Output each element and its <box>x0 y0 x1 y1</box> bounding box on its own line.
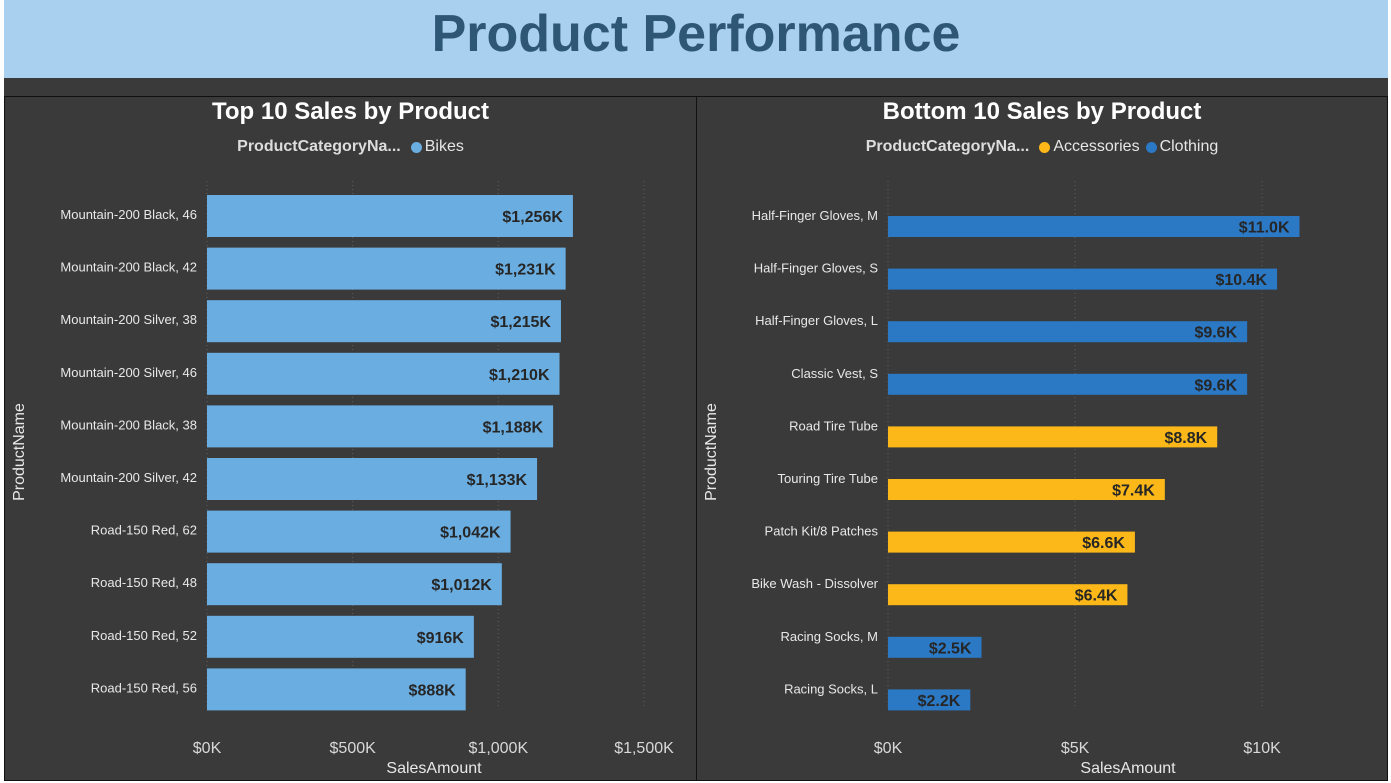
bar <box>207 247 566 290</box>
x-axis-title: SalesAmount <box>386 760 482 777</box>
bottom-sales-bar-chart: Half-Finger Gloves, M $11.0K Half-Finger G… <box>703 181 1300 777</box>
bar <box>888 426 1218 448</box>
data-label: $1,188K <box>483 419 544 436</box>
bar <box>888 531 1135 553</box>
bar <box>888 321 1248 343</box>
x-axis-title: SalesAmount <box>1080 760 1176 777</box>
x-tick-label: $0K <box>874 740 903 757</box>
category-label: Half-Finger Gloves, S <box>754 261 879 276</box>
bottom-chart-legend: ProductCategoryNa... Accessories Clothin… <box>697 138 1387 156</box>
category-label: Road-150 Red, 52 <box>91 628 197 643</box>
legend-title: ProductCategoryNa... <box>865 138 1030 155</box>
legend-title: ProductCategoryNa... <box>237 138 401 155</box>
top-sales-bar-chart: Mountain-200 Black, 46 $1,256K Mountain-20… <box>11 181 674 777</box>
top-chart-title: Top 10 Sales by Product <box>212 98 489 125</box>
legend-item-clothing[interactable]: Clothing <box>1145 138 1219 156</box>
category-label: Bike Wash - Dissolver <box>751 576 878 591</box>
bar <box>888 216 1300 237</box>
data-label: $6.6K <box>1082 535 1125 552</box>
category-label: Racing Socks, M <box>780 629 878 644</box>
legend-label: Clothing <box>1159 138 1219 155</box>
bar <box>207 563 502 606</box>
bar <box>888 479 1165 500</box>
header-divider <box>4 78 1388 96</box>
bar <box>207 615 474 658</box>
category-label: Touring Tire Tube <box>778 471 878 486</box>
bar <box>207 300 561 343</box>
legend-item-bikes[interactable]: Bikes <box>410 138 464 156</box>
bar <box>207 458 538 500</box>
legend-dot-icon <box>410 141 422 153</box>
legend-label: Accessories <box>1053 138 1140 155</box>
top-sales-panel[interactable]: Top 10 Sales by Product ProductCategoryN… <box>4 96 697 781</box>
page-header: Product Performance <box>4 0 1388 78</box>
data-label: $888K <box>409 682 457 699</box>
data-label: $7.4K <box>1112 483 1155 500</box>
category-label: Mountain-200 Silver, 46 <box>60 365 197 380</box>
legend-dot-icon <box>1145 141 1157 153</box>
data-label: $1,012K <box>431 577 492 594</box>
bar <box>888 584 1128 606</box>
bar <box>207 352 560 395</box>
data-label: $6.4K <box>1075 588 1118 605</box>
category-label: Road-150 Red, 56 <box>91 680 197 695</box>
category-label: Mountain-200 Silver, 38 <box>60 312 197 327</box>
data-label: $1,133K <box>467 472 528 489</box>
category-label: Mountain-200 Black, 46 <box>60 207 197 222</box>
bar <box>207 195 573 237</box>
x-tick-label: $0K <box>193 740 222 757</box>
data-label: $10.4K <box>1215 272 1267 289</box>
x-tick-label: $5K <box>1061 740 1090 757</box>
data-label: $9.6K <box>1194 377 1237 394</box>
x-tick-label: $500K <box>330 740 377 757</box>
data-label: $2.5K <box>929 640 972 657</box>
data-label: $1,042K <box>440 525 501 542</box>
y-axis-title: ProductName <box>11 403 28 501</box>
category-label: Classic Vest, S <box>791 366 878 381</box>
category-label: Road-150 Red, 48 <box>91 575 197 590</box>
bar <box>888 636 982 658</box>
category-label: Patch Kit/8 Patches <box>765 524 879 539</box>
category-label: Mountain-200 Black, 42 <box>60 260 197 275</box>
x-tick-label: $10K <box>1243 740 1281 757</box>
legend-dot-icon <box>1039 141 1051 153</box>
bar <box>888 689 971 711</box>
data-label: $1,210K <box>489 367 550 384</box>
top-chart-legend: ProductCategoryNa... Bikes <box>5 138 696 156</box>
category-label: Mountain-200 Black, 38 <box>60 417 197 432</box>
bar <box>207 510 511 553</box>
bar <box>888 373 1248 395</box>
data-label: $8.8K <box>1165 430 1208 447</box>
category-label: Racing Socks, L <box>784 681 878 696</box>
category-label: Road Tire Tube <box>789 418 878 433</box>
category-label: Half-Finger Gloves, L <box>755 313 878 328</box>
bottom-sales-panel[interactable]: Bottom 10 Sales by Product ProductCatego… <box>696 96 1388 781</box>
category-label: Mountain-200 Silver, 42 <box>60 470 197 485</box>
legend-item-accessories[interactable]: Accessories <box>1039 138 1140 156</box>
bottom-chart-title: Bottom 10 Sales by Product <box>882 98 1202 125</box>
data-label: $916K <box>417 630 465 647</box>
y-axis-title: ProductName <box>703 403 720 501</box>
data-label: $11.0K <box>1239 220 1290 237</box>
data-label: $9.6K <box>1194 325 1237 342</box>
data-label: $1,256K <box>502 209 563 226</box>
bar <box>888 268 1278 290</box>
category-label: Half-Finger Gloves, M <box>752 208 878 223</box>
data-label: $1,215K <box>490 314 551 331</box>
legend-label: Bikes <box>424 138 464 155</box>
x-tick-label: $1,000K <box>469 740 529 757</box>
data-label: $2.2K <box>918 693 961 710</box>
page-title: Product Performance <box>431 5 961 63</box>
bar <box>207 405 554 448</box>
category-label: Road-150 Red, 62 <box>91 523 197 538</box>
bar <box>207 668 466 711</box>
x-tick-label: $1,500K <box>614 740 674 757</box>
data-label: $1,231K <box>495 262 556 279</box>
